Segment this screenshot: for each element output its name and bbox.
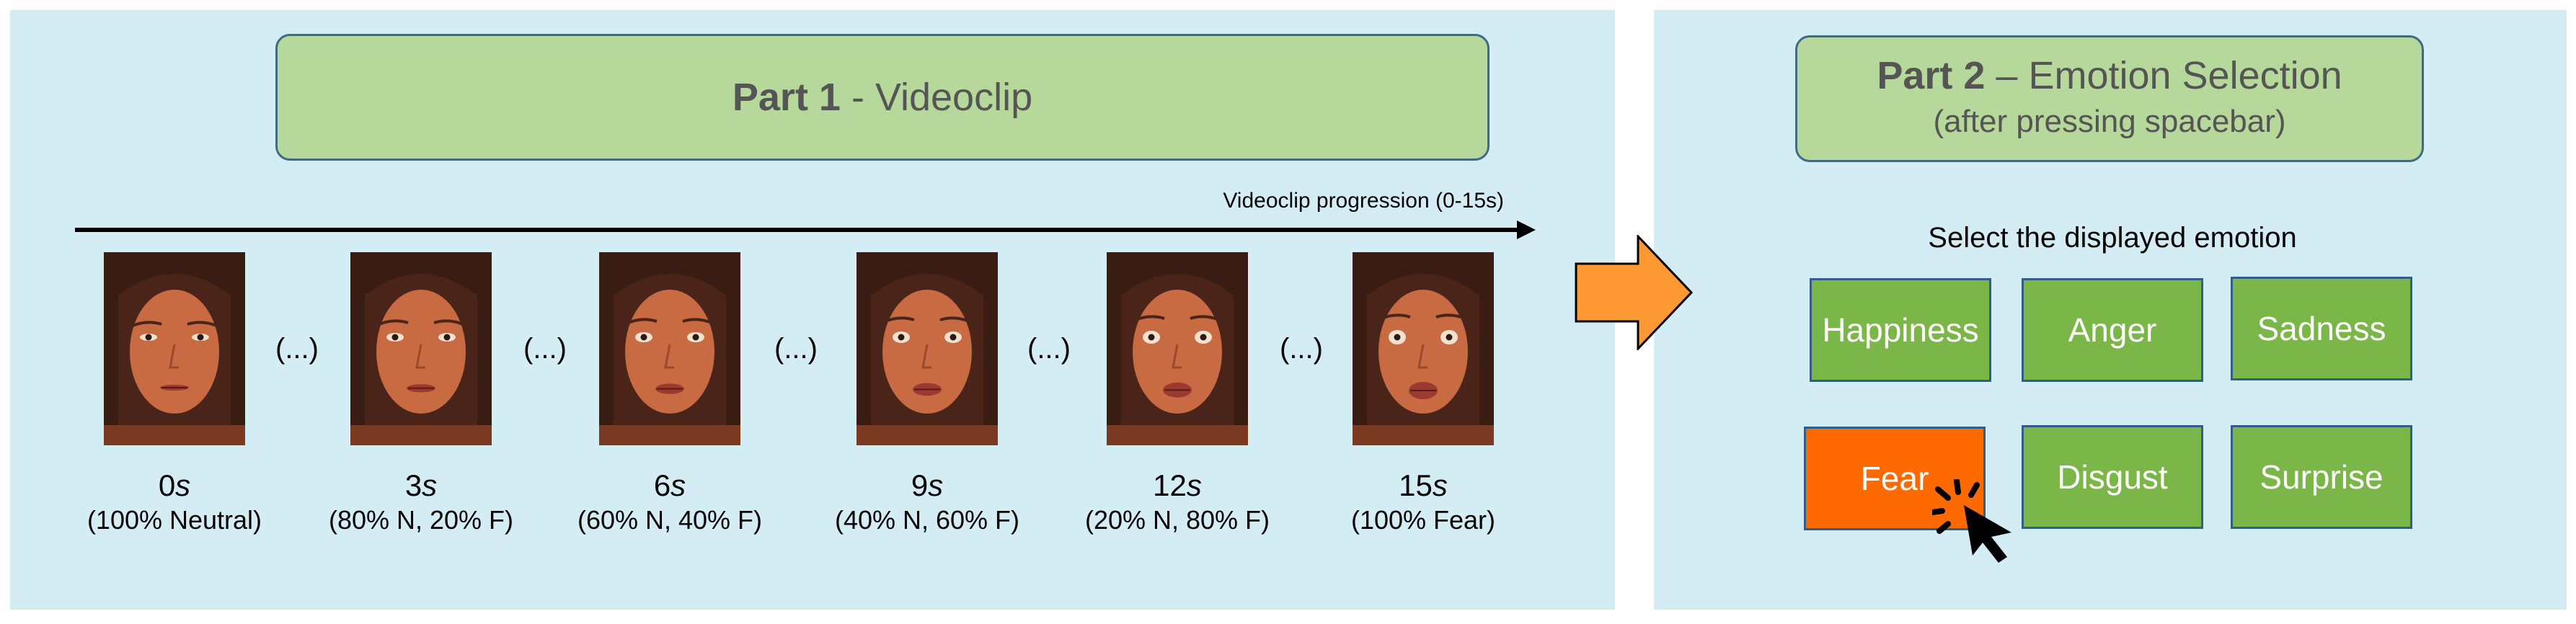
ellipsis: (...) [275,333,319,365]
face-frame-3s [350,252,492,445]
fear-button[interactable]: Fear [1804,427,1986,530]
mix-label: (60% N, 40% F) [577,505,763,535]
mix-label: (100% Fear) [1350,505,1496,535]
time-unit: s [1432,468,1448,502]
disgust-button[interactable]: Disgust [2022,425,2203,529]
time-value: 9 [911,468,929,502]
mix-label: (40% N, 60% F) [834,505,1020,535]
anger-button[interactable]: Anger [2022,278,2203,382]
surprise-button[interactable]: Surprise [2231,425,2412,529]
part1-title: Part 1 - Videoclip [275,34,1490,161]
progression-arrow-line [75,228,1520,232]
selection-prompt: Select the displayed emotion [1928,222,2297,254]
time-value: 12 [1153,468,1187,502]
mix-label: (100% Neutral) [87,505,262,535]
click-cursor-icon [1932,479,2011,563]
part2-title: Part 2 – Emotion Selection (after pressi… [1795,35,2424,162]
time-unit: s [1186,468,1202,502]
face-frame-9s [857,252,998,445]
ellipsis: (...) [1280,333,1323,365]
sadness-button[interactable]: Sadness [2231,277,2412,380]
time-label-3s: 3s (80% N, 20% F) [313,468,529,538]
mix-label: (80% N, 20% F) [328,505,514,535]
time-label-15s: 15s (100% Fear) [1315,468,1531,538]
time-unit: s [670,468,686,502]
time-label-6s: 6s (60% N, 40% F) [562,468,778,538]
happiness-button[interactable]: Happiness [1810,278,1991,382]
time-label-0s: 0s (100% Neutral) [66,468,283,538]
face-frame-0s [104,252,245,445]
time-value: 0 [158,468,176,502]
time-label-9s: 9s (40% N, 60% F) [819,468,1035,538]
part2-title-bold: Part 2 [1877,54,1986,97]
time-value: 6 [653,468,671,502]
progression-arrow-head [1517,220,1536,239]
part2-title-rest: – Emotion Selection [1985,54,2342,97]
part1-title-bold: Part 1 [732,76,841,119]
time-value: 3 [404,468,422,502]
progression-label: Videoclip progression (0-15s) [1223,189,1504,213]
ellipsis: (...) [1027,333,1071,365]
part2-subtitle: (after pressing spacebar) [1933,104,2286,139]
time-value: 15 [1399,468,1433,502]
time-unit: s [422,468,438,502]
mix-label: (20% N, 80% F) [1084,505,1270,535]
part1-title-rest: - Videoclip [840,76,1033,119]
right-arrow-icon [1575,235,1693,350]
face-frame-6s [599,252,740,445]
time-label-12s: 12s (20% N, 80% F) [1069,468,1285,538]
time-unit: s [928,468,944,502]
ellipsis: (...) [774,333,818,365]
face-frame-12s [1107,252,1248,445]
time-unit: s [175,468,191,502]
face-frame-15s [1353,252,1494,445]
ellipsis: (...) [523,333,567,365]
